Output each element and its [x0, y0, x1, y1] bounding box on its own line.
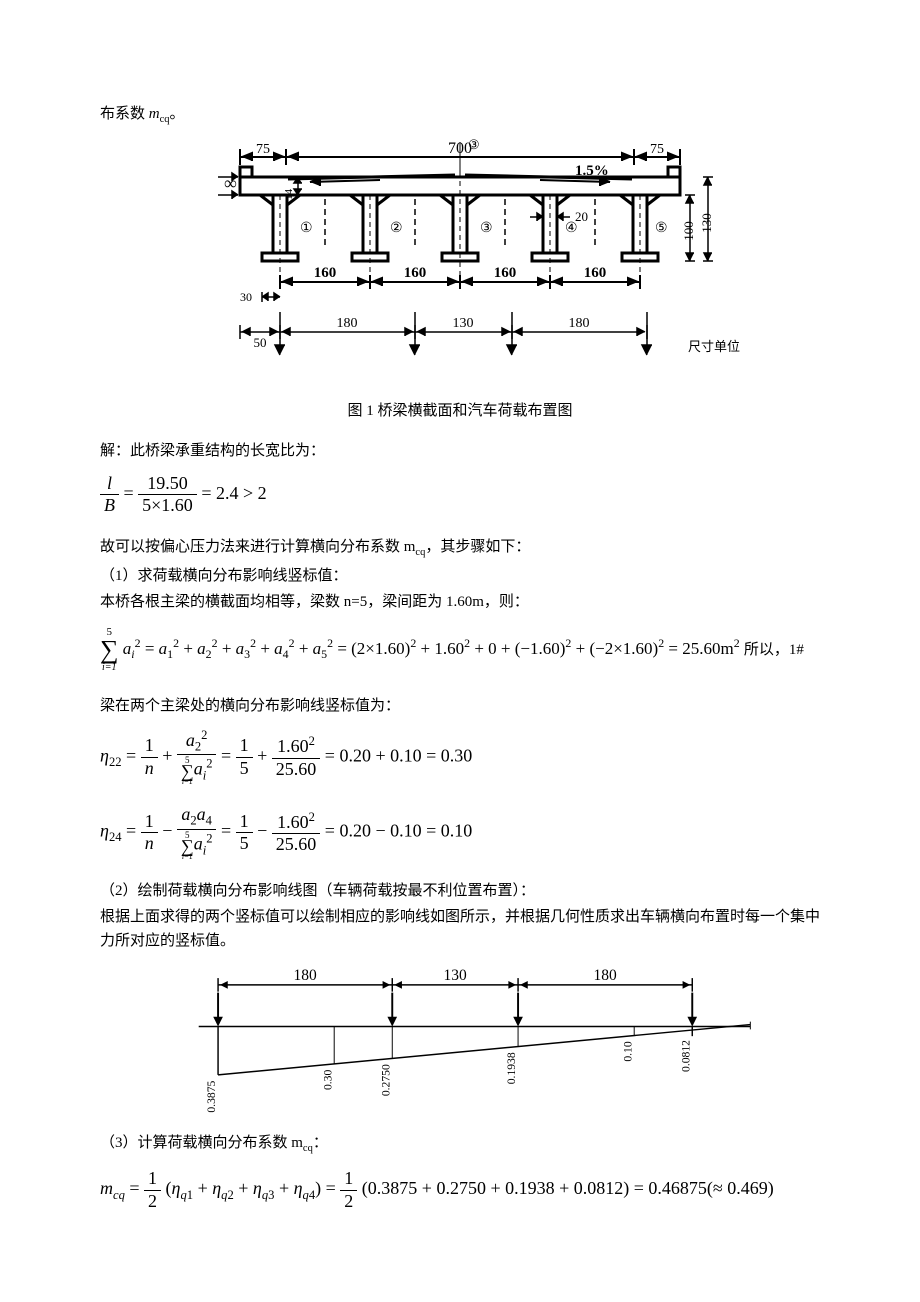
- svg-text:0.10: 0.10: [621, 1041, 634, 1062]
- sum-equation: 5 ∑ i=1 ai2 = a12 + a22 + a32 + a42 + a5…: [100, 624, 820, 676]
- intro-text: 布系数 mcq。: [100, 106, 185, 122]
- spacing-1: 160: [404, 265, 427, 281]
- dim-130: 130: [699, 213, 714, 233]
- dim-50: 50: [254, 335, 267, 350]
- unit-label: 尺寸单位：cm: [688, 339, 740, 354]
- eta22-equation: η22 = 1n + a22 5 ∑ i=1 ai2 = 15 + 1.6022…: [100, 728, 820, 787]
- load-span-1: 130: [453, 316, 474, 331]
- figure-2-svg: 180 130 180 0.3875 0.30 0.2750 0.1938 0.10 0.081…: [160, 961, 760, 1121]
- figure-1-svg: 75 700 75 ③ 1.5% 14 ∞: [180, 137, 740, 387]
- eta24-equation: η24 = 1n − a2a4 5 ∑ i=1 ai2 = 15 − 1.602…: [100, 804, 820, 861]
- slope-label: 1.5%: [575, 163, 609, 179]
- figure-1-caption: 图 1 桥梁横截面和汽车荷载布置图: [100, 399, 820, 423]
- girder-1: ①: [300, 221, 313, 236]
- spacing-0: 160: [314, 265, 337, 281]
- step2-line: 根据上面求得的两个竖标值可以绘制相应的影响线如图所示，并根据几何性质求出车辆横向…: [100, 905, 820, 953]
- mcq-equation: mcq = 12 (ηq1 + ηq2 + ηq3 + ηq4) = 12 (0…: [100, 1168, 820, 1212]
- step2-title: （2）绘制荷载横向分布影响线图（车辆荷载按最不利位置布置）：: [100, 879, 820, 903]
- ratio-equation: lB = 19.505×1.60 = 2.4 > 2: [100, 473, 820, 517]
- step1-line2: 梁在两个主梁处的横向分布影响线竖标值为：: [100, 694, 820, 718]
- svg-text:0.30: 0.30: [321, 1070, 334, 1091]
- step3-title: （3）计算荷载横向分布系数 mcq：: [100, 1131, 820, 1158]
- step1-line: 本桥各根主梁的横截面均相等，梁数 n=5，梁间距为 1.60m，则：: [100, 590, 820, 614]
- svg-text:180: 180: [594, 967, 617, 984]
- solution-line2: 故可以按偏心压力法来进行计算横向分布系数 mcq，其步骤如下：: [100, 535, 820, 562]
- figure-1: 75 700 75 ③ 1.5% 14 ∞: [100, 137, 820, 395]
- girder-5: ⑤: [655, 221, 668, 236]
- dim-30: 30: [240, 290, 252, 304]
- load-span-2: 180: [569, 316, 590, 331]
- svg-text:0.1938: 0.1938: [505, 1052, 518, 1084]
- svg-text:0.2750: 0.2750: [379, 1064, 392, 1096]
- centerline-label: ③: [468, 137, 480, 152]
- dim-20: 20: [575, 209, 588, 224]
- svg-text:180: 180: [294, 967, 317, 984]
- svg-text:0.0812: 0.0812: [679, 1040, 692, 1072]
- spacing-3: 160: [584, 265, 607, 281]
- load-span-0: 180: [337, 316, 358, 331]
- solution-line1: 解：此桥梁承重结构的长宽比为：: [100, 439, 820, 463]
- dim-75-left: 75: [256, 142, 270, 157]
- intro-line: 布系数 mcq。: [100, 102, 820, 129]
- dim-75-right: 75: [650, 142, 664, 157]
- girder-3: ③: [480, 221, 493, 236]
- spacing-2: 160: [494, 265, 517, 281]
- svg-text:0.3875: 0.3875: [205, 1081, 218, 1113]
- dim-100: 100: [681, 221, 696, 241]
- figure-2: 180 130 180 0.3875 0.30 0.2750 0.1938 0.10 0.081…: [100, 961, 820, 1129]
- step1-title: （1）求荷载横向分布影响线竖标值：: [100, 564, 820, 588]
- girder-2: ②: [390, 221, 403, 236]
- svg-text:130: 130: [444, 967, 467, 984]
